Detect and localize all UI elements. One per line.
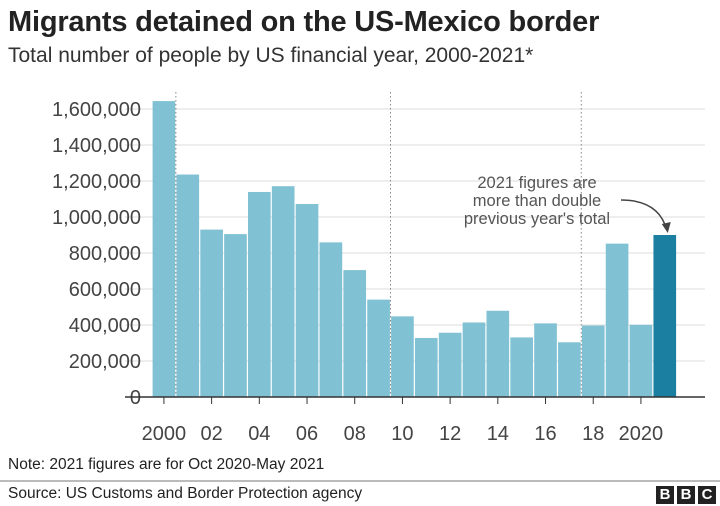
chart-title: Migrants detained on the US-Mexico borde…	[8, 6, 600, 38]
bar-2005	[271, 186, 295, 397]
x-tick-label: 02	[201, 423, 223, 445]
x-tick-label: 2000	[142, 423, 187, 445]
annotation-text: 2021 figures are	[477, 174, 596, 192]
annotation-arrow	[620, 199, 668, 231]
y-tick-label: 1,600,000	[52, 99, 141, 121]
y-tick-label: 1,200,000	[52, 171, 141, 193]
bar-2007	[319, 242, 343, 397]
y-tick-label: 0	[130, 387, 141, 409]
bar-2016	[534, 323, 557, 397]
annotation-arrowhead	[661, 222, 671, 233]
bar-2018	[581, 325, 605, 397]
bar-2014	[486, 310, 510, 397]
x-tick-label: 08	[344, 423, 366, 445]
bar-2020	[629, 324, 653, 397]
x-tick-label: 16	[534, 423, 556, 445]
x-tick-label: 18	[582, 423, 604, 445]
bar-2003	[224, 234, 247, 397]
bar-2009	[367, 299, 390, 397]
bar-2008	[343, 270, 367, 397]
bar-2021	[653, 235, 677, 397]
annotation-text: more than double	[473, 192, 601, 210]
y-tick-label: 200,000	[69, 351, 141, 373]
x-tick-label: 04	[248, 423, 270, 445]
bar-2019	[605, 243, 629, 397]
y-tick-label: 400,000	[69, 315, 141, 337]
y-tick-label: 600,000	[69, 279, 141, 301]
x-tick-label: 14	[487, 423, 509, 445]
chart-subtitle: Total number of people by US financial y…	[8, 44, 534, 67]
bbc-logo-letter: B	[677, 486, 695, 504]
bar-2004	[248, 191, 271, 397]
y-tick-label: 1,000,000	[52, 207, 141, 229]
y-tick-label: 1,400,000	[52, 135, 141, 157]
x-tick-label: 2020	[619, 423, 664, 445]
x-tick-label: 12	[439, 423, 461, 445]
x-tick-label: 10	[391, 423, 413, 445]
x-tick-label: 06	[296, 423, 318, 445]
bar-2017	[558, 342, 581, 397]
bbc-logo-letter: C	[698, 486, 716, 504]
bbc-logo: B B C	[656, 486, 716, 504]
chart-note: Note: 2021 figures are for Oct 2020-May …	[8, 456, 325, 473]
annotation-text: previous year's total	[464, 210, 610, 228]
bar-2011	[414, 337, 438, 397]
bar-2000	[152, 101, 176, 397]
chart-source: Source: US Customs and Border Protection…	[8, 485, 363, 502]
bar-2012	[438, 332, 462, 397]
bar-2002	[200, 229, 223, 397]
y-tick-label: 800,000	[69, 243, 141, 265]
bar-2006	[295, 204, 319, 397]
bar-2001	[176, 174, 200, 397]
bar-2015	[510, 337, 533, 397]
bar-2010	[391, 316, 414, 397]
bbc-logo-letter: B	[656, 486, 674, 504]
footer-divider	[0, 480, 720, 482]
bar-2013	[462, 322, 486, 397]
